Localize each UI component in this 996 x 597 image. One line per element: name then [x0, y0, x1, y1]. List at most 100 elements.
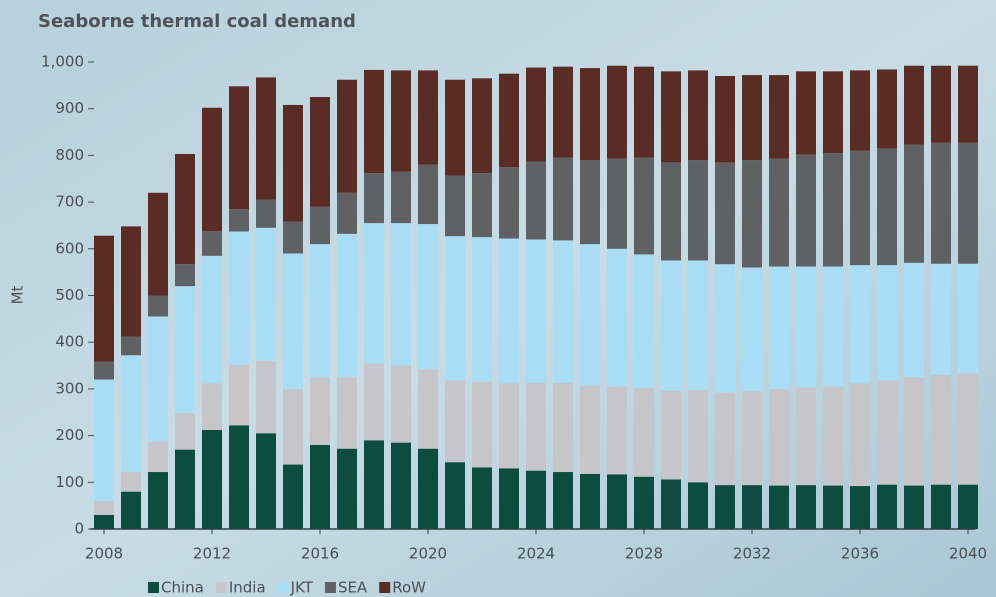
bar-segment [202, 255, 222, 384]
bar-segment [283, 104, 303, 222]
bar-segment [256, 360, 276, 434]
bar-segment [526, 239, 546, 383]
bar-segment [391, 70, 411, 172]
bar-segment [823, 153, 843, 267]
legend-swatch [277, 582, 289, 593]
bar-segment [499, 383, 519, 469]
y-tick-label: 500 [55, 286, 84, 304]
bar-segment [445, 380, 465, 463]
x-tick-label: 2024 [517, 545, 555, 563]
bar-segment [580, 244, 600, 386]
y-tick-label: 800 [55, 146, 84, 164]
bar-segment [148, 472, 168, 529]
y-tick-label: 600 [55, 239, 84, 257]
y-tick-label: 1,000 [41, 53, 84, 71]
y-tick-label: 900 [55, 99, 84, 117]
bar-segment [553, 472, 573, 529]
bar-segment [634, 387, 654, 477]
bar-segment [256, 433, 276, 529]
bar-segment [148, 295, 168, 317]
bar-segment [229, 86, 249, 210]
bar-segment [769, 388, 789, 486]
bar-segment [661, 162, 681, 261]
x-tick-label: 2020 [409, 545, 447, 563]
bar-segment [607, 386, 627, 475]
bar-segment [904, 262, 924, 378]
bar-segment [796, 387, 816, 486]
bar-segment [364, 223, 384, 364]
bar-segment [769, 266, 789, 389]
bar-segment [553, 66, 573, 158]
bar-segment [904, 485, 924, 529]
bar-segment [337, 448, 357, 529]
bar-segment [310, 444, 330, 529]
bar-segment [850, 150, 870, 266]
bar-segment [121, 336, 141, 356]
bar-segment [445, 175, 465, 237]
bar-segment [877, 484, 897, 529]
bar-segment [121, 355, 141, 473]
bar-segment [364, 440, 384, 529]
bar-segment [661, 260, 681, 391]
bar-segment [121, 491, 141, 529]
bar-segment [391, 365, 411, 443]
bar-segment [256, 199, 276, 228]
bar-segment [148, 441, 168, 473]
x-tick-label: 2028 [625, 545, 663, 563]
bar-segment [661, 390, 681, 480]
bar-segment [904, 65, 924, 145]
bar-segment [364, 69, 384, 174]
bar-segment [607, 158, 627, 249]
bar-segment [526, 67, 546, 162]
bar-segment [94, 235, 114, 362]
bar-segment [553, 157, 573, 241]
x-tick-label: 2008 [85, 545, 123, 563]
bar-segment [904, 144, 924, 263]
bar-segment [931, 142, 951, 264]
bar-segment [823, 485, 843, 529]
bar-segment [94, 379, 114, 501]
y-tick-label: 0 [74, 520, 84, 538]
bar-segment [553, 240, 573, 383]
bar-segment [769, 158, 789, 267]
bar-segment [553, 382, 573, 473]
bar-segment [607, 474, 627, 529]
y-tick-label: 100 [55, 473, 84, 491]
bar-segment [877, 69, 897, 149]
bar-segment [418, 70, 438, 165]
bar-segment [94, 500, 114, 515]
bar-segment [742, 485, 762, 529]
bar-segment [715, 264, 735, 393]
bar-segment [634, 66, 654, 158]
bar-segment [499, 167, 519, 239]
bar-segment [499, 468, 519, 529]
bar-segment [634, 254, 654, 388]
bar-segment [364, 363, 384, 441]
x-tick-label: 2040 [949, 545, 987, 563]
x-tick-label: 2012 [193, 545, 231, 563]
bar-segment [958, 142, 978, 264]
bar-segment [688, 482, 708, 529]
bar-segment [418, 164, 438, 225]
bar-segment [931, 484, 951, 529]
bar-segment [931, 263, 951, 375]
bar-segment [175, 286, 195, 414]
bar-segment [769, 75, 789, 159]
bar-segment [688, 260, 708, 390]
bar-segment [634, 476, 654, 529]
x-tick-label: 2016 [301, 545, 339, 563]
bar-segment [202, 429, 222, 529]
legend-label: China [161, 579, 204, 597]
bar-segment [175, 264, 195, 287]
y-tick-label: 300 [55, 379, 84, 397]
bar-segment [337, 192, 357, 234]
bar-segment [202, 383, 222, 430]
bar-segment [526, 161, 546, 240]
bar-segment [634, 157, 654, 255]
bar-segment [283, 464, 303, 529]
bar-segment [796, 266, 816, 388]
bar-segment [310, 377, 330, 445]
bar-segment [931, 374, 951, 485]
